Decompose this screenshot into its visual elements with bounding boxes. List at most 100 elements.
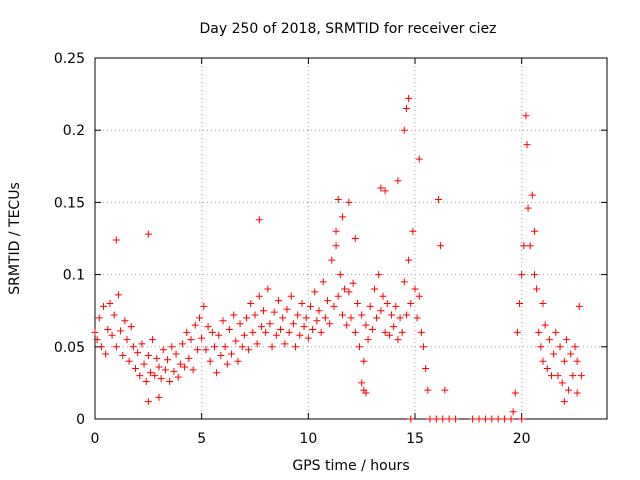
data-point xyxy=(132,364,140,372)
data-point xyxy=(321,314,329,322)
data-point xyxy=(407,415,415,423)
data-point xyxy=(516,299,524,307)
data-point xyxy=(571,343,579,351)
data-point xyxy=(221,343,229,351)
data-point xyxy=(577,372,585,380)
data-point xyxy=(541,321,549,329)
data-point xyxy=(181,363,189,371)
data-points xyxy=(91,94,585,423)
data-point xyxy=(206,357,214,365)
data-point xyxy=(334,196,342,204)
data-point xyxy=(545,336,553,344)
data-point xyxy=(353,299,361,307)
x-tick-label: 15 xyxy=(406,431,424,447)
data-point xyxy=(554,372,562,380)
y-tick-label: 0.25 xyxy=(54,51,85,67)
data-point xyxy=(405,256,413,264)
data-point xyxy=(388,311,396,319)
data-point xyxy=(208,328,216,336)
y-tick-label: 0.15 xyxy=(54,195,85,211)
data-point xyxy=(338,213,346,221)
y-tick-label: 0.1 xyxy=(63,268,85,284)
data-point xyxy=(518,415,526,423)
data-point xyxy=(262,328,270,336)
data-point xyxy=(338,311,346,319)
data-point xyxy=(573,357,581,365)
data-point xyxy=(439,415,447,423)
data-point xyxy=(123,336,131,344)
data-point xyxy=(407,299,415,307)
x-tick-label: 20 xyxy=(513,431,531,447)
data-point xyxy=(417,328,425,336)
data-point xyxy=(390,323,398,331)
data-point xyxy=(309,325,317,333)
data-point xyxy=(136,372,144,380)
data-point xyxy=(217,351,225,359)
y-tick-label: 0.2 xyxy=(63,123,85,139)
data-point xyxy=(394,177,402,185)
data-point xyxy=(149,336,157,344)
data-point xyxy=(193,346,201,354)
data-point xyxy=(562,336,570,344)
data-point xyxy=(351,328,359,336)
data-point xyxy=(104,325,112,333)
data-point xyxy=(400,278,408,286)
data-point xyxy=(140,360,148,368)
data-point xyxy=(174,373,182,381)
data-point xyxy=(255,216,263,224)
data-point xyxy=(556,343,564,351)
data-point xyxy=(434,196,442,204)
data-point xyxy=(95,314,103,322)
data-point xyxy=(119,351,127,359)
data-point xyxy=(402,105,410,113)
data-point xyxy=(392,302,400,310)
data-point xyxy=(426,415,434,423)
data-point xyxy=(424,386,432,394)
data-point xyxy=(125,357,133,365)
data-point xyxy=(565,386,573,394)
data-point xyxy=(210,343,218,351)
data-point xyxy=(332,227,340,235)
data-point xyxy=(347,314,355,322)
data-point xyxy=(533,285,541,293)
data-point xyxy=(530,271,538,279)
data-point xyxy=(270,308,278,316)
data-point xyxy=(292,343,300,351)
data-point xyxy=(189,366,197,374)
data-point xyxy=(324,297,332,305)
data-point xyxy=(266,320,274,328)
axis-ticks: 0 0.05 0.1 0.15 0.2 0.25 0 5 10 15 20 xyxy=(54,51,607,447)
data-point xyxy=(144,230,152,238)
data-point xyxy=(520,242,528,250)
data-point xyxy=(102,350,110,358)
data-point xyxy=(121,317,129,325)
data-point xyxy=(108,331,116,339)
data-point xyxy=(345,288,353,296)
data-point xyxy=(334,292,342,300)
data-point xyxy=(198,334,206,342)
data-point xyxy=(373,314,381,322)
data-point xyxy=(159,346,167,354)
data-point xyxy=(144,351,152,359)
data-point xyxy=(411,285,419,293)
data-point xyxy=(264,285,272,293)
data-point xyxy=(185,354,193,362)
data-point xyxy=(362,389,370,397)
data-point xyxy=(251,311,259,319)
plot-frame xyxy=(94,57,608,420)
data-point xyxy=(213,369,221,377)
data-point xyxy=(97,343,105,351)
data-point xyxy=(272,331,280,339)
data-point xyxy=(409,227,417,235)
data-point xyxy=(336,271,344,279)
data-point xyxy=(552,328,560,336)
data-point xyxy=(385,331,393,339)
data-point xyxy=(274,297,282,305)
data-point xyxy=(400,126,408,134)
data-point xyxy=(215,331,223,339)
data-point xyxy=(469,415,477,423)
data-point xyxy=(383,299,391,307)
data-point xyxy=(573,389,581,397)
data-point xyxy=(236,320,244,328)
